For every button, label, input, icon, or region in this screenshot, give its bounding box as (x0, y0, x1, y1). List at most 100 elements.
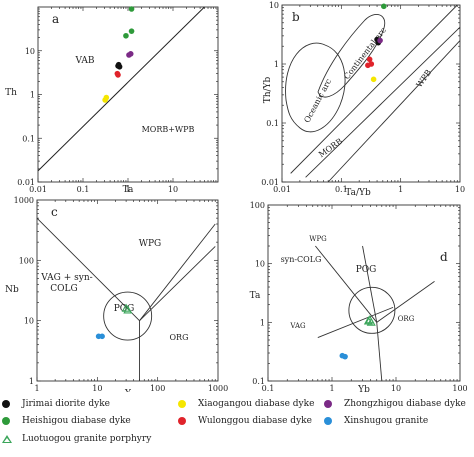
legend-marker (324, 417, 332, 425)
legend-item: Luotuogou granite porphyry (2, 434, 151, 444)
x-tick-label: 0.1 (262, 384, 275, 392)
legend-item: Heishigou diabase dyke (2, 416, 131, 426)
field-label: MORB (317, 137, 344, 160)
legend-label: Xinshugou granite (344, 416, 429, 426)
field-label: Oceanic arc (302, 77, 333, 124)
data-point (123, 305, 133, 314)
legend-item: Jirimai diorite dyke (2, 399, 110, 409)
mantle-array-lower (327, 40, 461, 183)
y-tick-label: 100 (19, 256, 34, 265)
x-tick-label: 10 (92, 384, 102, 392)
syncolg-wpg-boundary (315, 245, 378, 323)
legend-marker (324, 400, 332, 408)
field-label: POG (356, 265, 377, 275)
y-tick-label: 0.01 (261, 178, 279, 187)
mantle-array-upper (290, 4, 458, 174)
field-label: VAG + syn- (40, 273, 92, 283)
y-tick-label: 10 (25, 47, 35, 56)
x-tick-label: 1 (398, 185, 403, 194)
y-axis-label: Ta (250, 291, 261, 301)
x-tick-label: 1 (329, 384, 334, 392)
x-tick-label: 1000 (208, 384, 228, 392)
legend-label: Jirimai diorite dyke (22, 399, 110, 409)
legend-label: Luotuogou granite porphyry (22, 434, 152, 444)
y-axis-label: Th (5, 88, 17, 98)
x-axis-label: Yb (357, 385, 370, 392)
legend-label: Wulonggou diabase dyke (198, 416, 312, 426)
y-tick-label: 100 (250, 201, 265, 210)
panel-letter: c (51, 205, 58, 219)
wpg-org-boundary (376, 280, 435, 323)
panel-letter: a (52, 12, 59, 26)
field-label: VAB (74, 56, 94, 66)
data-point (381, 3, 387, 10)
data-point (370, 76, 377, 83)
data-point (366, 56, 373, 63)
x-tick-label: 10 (168, 185, 178, 194)
y-tick-label: 1 (260, 318, 265, 327)
plot-frame (37, 6, 219, 183)
oceanic-arc-field (285, 42, 346, 133)
x-axis-label: Ta/Yb (345, 188, 371, 198)
legend-item: Wulonggou diabase dyke (178, 416, 312, 426)
vag-wpg-boundary (36, 217, 140, 321)
panel-a: 0.01 0.1 1 10 0.01 0.1 1 10 a VAB MORB+WPB Ta Th (5, 6, 219, 195)
legend-marker (2, 400, 10, 408)
y-tick-label: 1 (274, 60, 279, 69)
y-axis-label: Th/Yb (263, 77, 273, 104)
x-axis-label: Y (124, 389, 132, 392)
x-tick-label: 0.01 (29, 185, 47, 194)
x-axis-label: Ta (123, 185, 134, 195)
x-tick-label: 100 (452, 384, 467, 392)
plot-frame (267, 204, 461, 382)
data-point (365, 62, 371, 69)
legend-item: Xiaogangou diabase dyke (178, 399, 314, 409)
mantle-array-middle (305, 26, 461, 178)
field-label: VAG (289, 322, 306, 330)
plot-frame (281, 4, 461, 183)
x-tick-label: 10 (391, 384, 401, 392)
x-tick-label: 10 (455, 185, 465, 194)
continental-arc-field (317, 14, 386, 98)
data-point (365, 315, 375, 324)
legend-marker (2, 417, 10, 425)
plot-frame (36, 199, 219, 382)
pog-circle (103, 291, 153, 341)
x-tick-label: 0.1 (77, 185, 90, 194)
y-tick-label: 0.1 (252, 377, 265, 386)
legend-item: Xinshugou granite (324, 416, 428, 426)
data-point (99, 333, 105, 340)
field-label: syn-COLG (281, 255, 322, 264)
data-point (342, 353, 348, 360)
legend-label: Heishigou diabase dyke (22, 416, 131, 426)
y-tick-label: 0.1 (22, 134, 35, 143)
panel-d: 0.1 1 10 100 0.1 1 10 100 d WPG syn-COLG POG VAG ORG Y… (250, 201, 468, 392)
legend-marker (178, 400, 186, 408)
y-tick-label: 1 (29, 377, 34, 386)
boundary-line (37, 6, 205, 172)
data-point (121, 303, 131, 312)
field-label: WPB (415, 68, 434, 89)
y-tick-label: 1000 (14, 196, 34, 205)
field-label: WPG (139, 239, 162, 249)
field-label: COLG (50, 284, 77, 294)
y-tick-label: 0.1 (266, 119, 279, 128)
wpg-org-boundary-lower (139, 246, 216, 321)
y-tick-label: 1 (30, 91, 35, 100)
y-tick-label: 10 (255, 260, 265, 269)
legend-marker (178, 417, 186, 425)
vag-org-boundary (376, 322, 383, 382)
figure-canvas: 0.01 0.1 1 100.010.1110aVABMORB+WPBTaTh0.01… (5, 1, 468, 392)
field-label: Continental arc (342, 25, 388, 81)
legend-marker (2, 435, 12, 443)
data-point (123, 32, 129, 39)
data-point (115, 63, 121, 69)
data-point (377, 37, 383, 44)
data-point (128, 28, 135, 34)
data-point (102, 97, 108, 103)
data-point (128, 6, 135, 12)
panel-letter: d (440, 250, 448, 264)
wpg-syncolg-boundary (362, 245, 378, 323)
wpg-org-boundary-upper (139, 223, 216, 321)
